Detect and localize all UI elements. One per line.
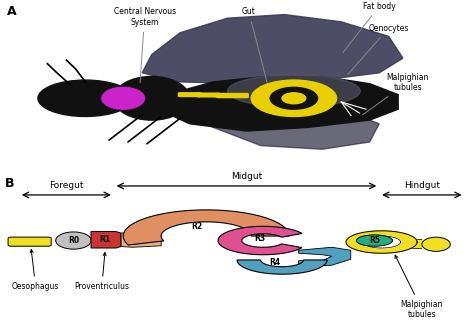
Ellipse shape xyxy=(114,76,190,120)
Text: R4: R4 xyxy=(269,258,281,267)
Text: R5: R5 xyxy=(369,236,380,245)
Circle shape xyxy=(38,80,133,116)
Text: Hindgut: Hindgut xyxy=(404,181,440,190)
Text: Malpighian
tubules: Malpighian tubules xyxy=(395,255,443,319)
Ellipse shape xyxy=(422,237,450,251)
Ellipse shape xyxy=(102,87,145,109)
FancyBboxPatch shape xyxy=(8,237,51,246)
Text: Proventriculus: Proventriculus xyxy=(74,253,129,291)
Polygon shape xyxy=(91,231,121,248)
Text: A: A xyxy=(7,6,17,19)
Text: Central Nervous
System: Central Nervous System xyxy=(113,7,176,83)
Polygon shape xyxy=(166,76,398,131)
Text: Foregut: Foregut xyxy=(49,181,83,190)
Text: Fat body: Fat body xyxy=(343,2,396,52)
Polygon shape xyxy=(142,15,403,84)
Text: Oenocytes: Oenocytes xyxy=(348,24,409,74)
Polygon shape xyxy=(180,106,379,149)
Ellipse shape xyxy=(270,87,318,109)
Text: Midgut: Midgut xyxy=(231,173,262,181)
Text: Oesophagus: Oesophagus xyxy=(12,250,59,291)
Polygon shape xyxy=(363,236,401,248)
Polygon shape xyxy=(299,247,351,267)
Ellipse shape xyxy=(282,93,306,104)
FancyBboxPatch shape xyxy=(216,93,249,98)
Polygon shape xyxy=(123,210,289,245)
Polygon shape xyxy=(237,260,327,274)
Polygon shape xyxy=(121,229,161,247)
Ellipse shape xyxy=(228,75,360,107)
Text: Gut: Gut xyxy=(242,7,267,83)
Text: B: B xyxy=(5,177,14,190)
Polygon shape xyxy=(218,226,302,255)
Text: R0: R0 xyxy=(68,236,79,245)
Polygon shape xyxy=(346,231,417,253)
FancyBboxPatch shape xyxy=(178,92,201,97)
FancyBboxPatch shape xyxy=(197,92,220,98)
Text: R3: R3 xyxy=(254,234,265,243)
Ellipse shape xyxy=(251,80,337,116)
Ellipse shape xyxy=(55,232,91,249)
Text: Malpighian
tubules: Malpighian tubules xyxy=(363,73,429,115)
Text: R1: R1 xyxy=(100,235,111,244)
Text: R2: R2 xyxy=(191,222,202,231)
Circle shape xyxy=(356,235,392,246)
